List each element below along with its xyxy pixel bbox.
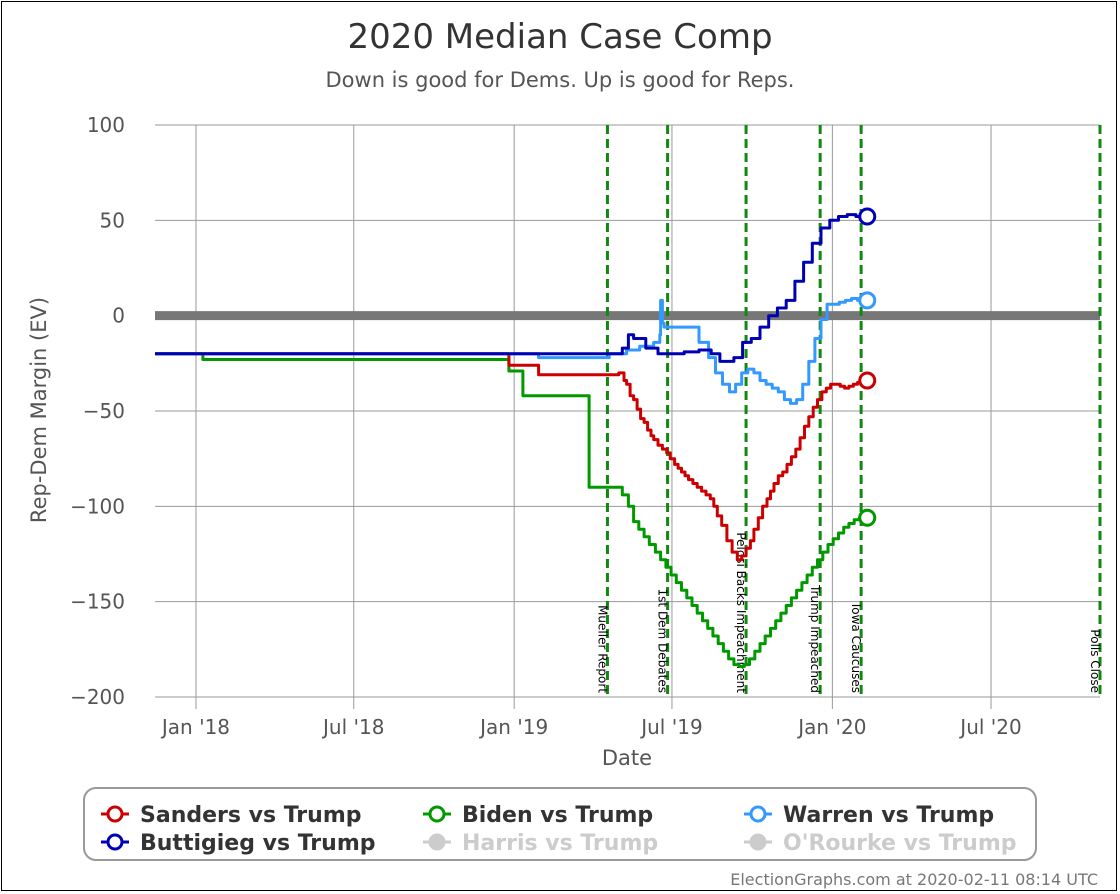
y-tick-label: 100 xyxy=(87,113,125,137)
y-tick-label: 50 xyxy=(100,208,125,232)
legend-swatch-marker xyxy=(749,805,767,823)
chart-title: 2020 Median Case Comp xyxy=(347,17,772,57)
x-tick-label: Jul '18 xyxy=(321,715,384,739)
x-axis-label: Date xyxy=(602,746,652,770)
series-endpoint xyxy=(858,508,877,527)
legend-swatch-marker xyxy=(749,833,767,851)
legend-entry-label: Biden vs Trump xyxy=(462,803,653,828)
legend-entry-label: O'Rourke vs Trump xyxy=(783,831,1017,856)
plot-area: 100 50 0 −50 −100 −150 −200 Jan '18 Jul '18 Jan '… xyxy=(70,113,1102,739)
y-axis-label: Rep-Dem Margin (EV) xyxy=(27,297,51,523)
event-label: Mueller Report xyxy=(595,605,609,693)
x-tick-label: Jan '20 xyxy=(796,715,866,739)
y-tick-label: −100 xyxy=(70,494,125,518)
series-endpoint xyxy=(858,207,877,226)
x-tick-label: Jul '19 xyxy=(639,715,702,739)
legend-swatch-marker xyxy=(106,833,124,851)
y-tick-label: 0 xyxy=(112,304,125,328)
series-line xyxy=(155,352,868,562)
x-tick-label: Jan '19 xyxy=(478,715,548,739)
legend-swatch-marker xyxy=(428,805,446,823)
legend-entry-label: Buttigieg vs Trump xyxy=(140,831,376,856)
series-endpoint xyxy=(858,371,877,390)
legend-swatch-marker xyxy=(106,805,124,823)
event-label: Polls Close xyxy=(1088,629,1102,693)
y-tick-label: −150 xyxy=(70,590,125,614)
series-endpoint xyxy=(858,291,877,310)
event-label: Pelosi Backs Impeachment xyxy=(734,532,748,693)
legend-entry-label: Sanders vs Trump xyxy=(140,803,362,828)
x-tick-label: Jul '20 xyxy=(958,715,1021,739)
legend-box xyxy=(83,787,1037,861)
series-line xyxy=(155,352,868,668)
y-tick-label: −50 xyxy=(83,399,125,423)
legend: Sanders vs Trump Biden vs Trump Warren vs … xyxy=(83,787,1037,861)
x-tick-label: Jan '18 xyxy=(160,715,230,739)
event-label: Trump Impeached xyxy=(808,584,822,693)
footer-credit: ElectionGraphs.com at 2020-02-11 08:14 U… xyxy=(730,870,1098,889)
legend-entry-label: Warren vs Trump xyxy=(783,803,994,828)
series-line xyxy=(155,297,868,405)
chart-subtitle: Down is good for Dems. Up is good for Re… xyxy=(326,68,795,92)
event-label: Iowa Caucuses xyxy=(849,604,863,693)
legend-swatch-marker xyxy=(428,833,446,851)
legend-entry-label: Harris vs Trump xyxy=(462,831,658,856)
event-label: 1st Dem Debates xyxy=(656,589,670,693)
series-line xyxy=(155,213,868,363)
y-tick-label: −200 xyxy=(70,685,125,709)
